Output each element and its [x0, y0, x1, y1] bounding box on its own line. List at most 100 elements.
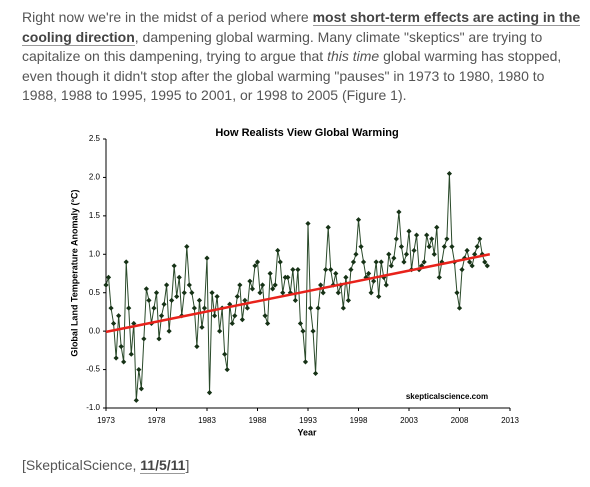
marker	[113, 355, 119, 361]
marker	[191, 305, 197, 311]
marker	[184, 244, 190, 250]
marker	[181, 290, 187, 296]
marker	[388, 263, 394, 269]
y-tick-label: 1.0	[89, 249, 101, 258]
chart-title: How Realists View Global Warming	[215, 127, 398, 139]
marker	[244, 305, 250, 311]
marker	[307, 305, 314, 311]
x-tick-label: 2008	[451, 416, 469, 425]
marker	[376, 293, 382, 300]
marker	[413, 232, 420, 238]
marker	[393, 236, 399, 242]
marker	[141, 336, 147, 342]
footer: [SkepticalScience, 11/5/11]	[22, 457, 189, 474]
marker	[335, 290, 341, 296]
marker	[136, 366, 142, 373]
marker	[472, 251, 478, 257]
y-tick-label: 1.5	[89, 211, 101, 220]
marker	[343, 274, 349, 280]
x-tick-label: 1983	[198, 416, 216, 425]
marker	[333, 270, 339, 277]
marker	[232, 313, 238, 319]
y-axis-label: Global Land Temperature Anomaly (°C)	[69, 189, 79, 356]
marker	[166, 328, 172, 334]
marker	[315, 305, 321, 311]
marker	[224, 366, 230, 373]
marker	[158, 313, 165, 319]
marker	[340, 305, 346, 311]
y-tick-label: 0.5	[89, 288, 101, 297]
marker	[360, 259, 367, 265]
marker	[118, 343, 124, 350]
text: global warming has stopped, even though …	[22, 48, 562, 103]
marker	[353, 251, 359, 257]
marker	[265, 320, 271, 327]
marker	[270, 286, 276, 292]
marker	[126, 305, 132, 311]
marker	[474, 244, 480, 250]
marker	[312, 370, 319, 377]
marker	[386, 251, 392, 257]
marker	[378, 259, 384, 265]
marker	[280, 290, 286, 296]
marker	[222, 351, 228, 357]
marker	[429, 236, 435, 242]
marker	[398, 244, 405, 250]
y-tick-label: -1.0	[86, 403, 100, 412]
marker	[371, 278, 377, 284]
marker	[239, 317, 245, 323]
marker	[275, 247, 281, 254]
watermark: skepticalscience.com	[406, 392, 488, 401]
marker	[456, 305, 463, 311]
chart: How Realists View Global Warming Year Gl…	[69, 127, 519, 437]
marker	[146, 297, 152, 303]
marker	[320, 290, 326, 296]
marker	[151, 305, 157, 311]
marker	[290, 267, 296, 273]
marker	[164, 282, 170, 288]
marker	[355, 217, 362, 223]
marker	[196, 297, 203, 303]
link[interactable]: 11/5/11	[140, 457, 186, 474]
marker	[449, 244, 455, 250]
marker	[446, 170, 452, 177]
text: [SkepticalScience,	[22, 457, 141, 473]
marker	[234, 293, 240, 300]
series-line	[105, 173, 488, 401]
marker	[424, 232, 430, 238]
marker	[133, 397, 139, 403]
marker	[310, 328, 316, 334]
series-line	[105, 253, 491, 334]
marker	[252, 263, 258, 269]
marker	[467, 259, 473, 265]
marker	[411, 247, 417, 254]
y-tick-label: -0.5	[86, 365, 100, 374]
text: , dampening global warming. Many climate…	[22, 28, 543, 65]
marker	[441, 244, 447, 250]
marker	[143, 286, 149, 292]
marker	[153, 290, 160, 296]
x-tick-label: 2003	[400, 416, 418, 425]
marker	[254, 259, 261, 265]
marker	[295, 267, 301, 273]
x-axis-label: Year	[297, 427, 317, 437]
marker	[459, 267, 465, 273]
marker	[121, 359, 127, 365]
marker	[105, 274, 112, 280]
marker	[444, 236, 450, 242]
marker	[363, 274, 369, 280]
marker	[323, 267, 329, 273]
marker	[464, 247, 470, 254]
marker	[368, 290, 374, 296]
marker	[206, 390, 213, 396]
marker	[300, 328, 306, 334]
marker	[194, 343, 200, 350]
marker	[186, 282, 192, 288]
marker	[396, 209, 402, 215]
marker	[189, 290, 195, 296]
marker	[249, 286, 256, 292]
x-tick-label: 1993	[299, 416, 317, 425]
marker	[431, 251, 437, 257]
link[interactable]: most short-term effects are acting in th…	[22, 9, 581, 46]
